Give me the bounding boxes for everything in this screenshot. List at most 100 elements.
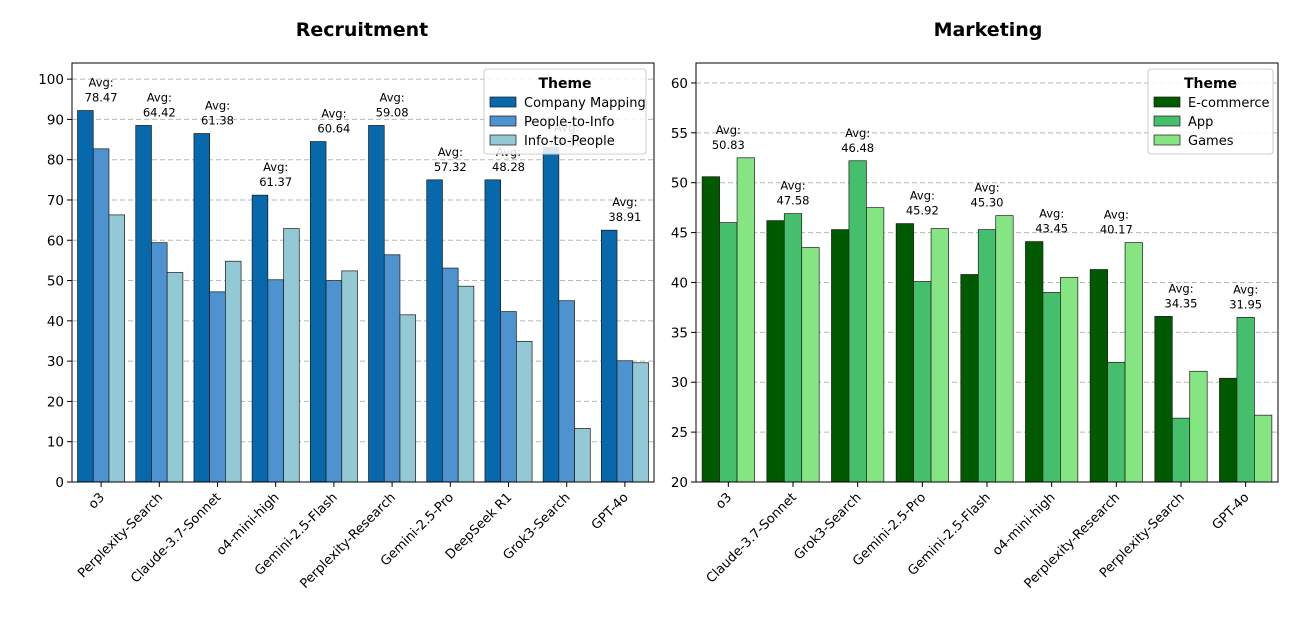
y-tick-label: 20 — [47, 394, 64, 410]
bar-people-to-info — [151, 242, 168, 483]
bar-e-commerce — [1089, 269, 1108, 483]
bar-games — [930, 228, 949, 483]
y-tick-label: 70 — [47, 193, 64, 209]
avg-label: Avg: 61.37 — [259, 160, 292, 189]
bar-e-commerce — [831, 229, 850, 483]
bar-info-to-people — [457, 285, 475, 483]
bar-games — [866, 207, 885, 483]
avg-label-line: 57.32 — [434, 160, 467, 174]
y-tick-label: 45 — [671, 226, 688, 242]
y-tick-label: 10 — [47, 435, 64, 451]
avg-label-line: Avg: — [380, 90, 405, 104]
legend: Theme E-commerce App Games — [1147, 68, 1274, 155]
bar-e-commerce — [1025, 241, 1044, 483]
bar-e-commerce — [960, 274, 979, 483]
avg-label-line: 50.83 — [712, 138, 745, 152]
avg-label-line: 59.08 — [376, 105, 409, 119]
avg-label-line: Avg: — [1168, 281, 1193, 295]
y-tick-label: 40 — [671, 275, 688, 291]
x-tick-label: o3 — [86, 490, 108, 512]
y-tick-label: 90 — [47, 112, 64, 128]
bar-app — [848, 160, 867, 483]
y-tick-label: 50 — [671, 176, 688, 192]
avg-label-line: 47.58 — [777, 194, 810, 208]
y-tick-label: 60 — [47, 233, 64, 249]
bar-games — [1189, 370, 1208, 483]
avg-label-line: Avg: — [1039, 207, 1064, 221]
bar-company-mapping — [484, 179, 501, 483]
avg-label-line: Avg: — [438, 145, 463, 159]
y-tick-label: 30 — [671, 375, 688, 391]
avg-label: Avg: 46.48 — [841, 126, 874, 155]
avg-label-line: Avg: — [1233, 282, 1258, 296]
avg-label: Avg: 47.58 — [777, 179, 810, 208]
bar-people-to-info — [325, 280, 343, 483]
legend-swatch — [1153, 96, 1181, 108]
bar-info-to-people — [574, 428, 591, 483]
avg-label-line: 31.95 — [1229, 297, 1262, 311]
bar-company-mapping — [135, 125, 152, 483]
y-tick-label: 55 — [671, 126, 688, 142]
bar-games — [995, 215, 1014, 483]
avg-label-line: Avg: — [910, 189, 935, 203]
x-tick-label: o3 — [713, 490, 735, 512]
bar-people-to-info — [383, 254, 401, 483]
legend-swatch — [489, 134, 517, 146]
avg-label: Avg: 38.91 — [608, 195, 641, 224]
bar-info-to-people — [399, 314, 417, 483]
legend-box — [1147, 68, 1274, 155]
avg-label-line: 64.42 — [143, 105, 176, 119]
bar-app — [1236, 317, 1255, 483]
avg-label-line: 61.37 — [259, 175, 292, 189]
avg-label: Avg: 64.42 — [143, 90, 176, 119]
bar-people-to-info — [209, 291, 226, 483]
bar-company-mapping — [309, 141, 327, 483]
avg-label-line: 46.48 — [841, 141, 874, 155]
legend-entry: Info-to-People — [524, 134, 615, 149]
avg-label: Avg: 45.30 — [971, 181, 1004, 210]
avg-label-line: Avg: — [974, 181, 999, 195]
avg-label-line: Avg: — [716, 123, 741, 137]
bar-app — [913, 281, 932, 483]
bar-app — [1171, 417, 1191, 483]
legend-entry: App — [1188, 115, 1213, 130]
avg-label: Avg: 43.45 — [1035, 207, 1068, 236]
avg-label-line: 45.30 — [971, 196, 1004, 210]
bar-people-to-info — [442, 267, 459, 483]
bar-app — [1042, 292, 1061, 483]
bar-company-mapping — [368, 125, 385, 483]
bar-app — [977, 229, 997, 483]
legend-box — [483, 68, 647, 155]
y-tick-label: 100 — [38, 72, 64, 88]
x-tick-label: GPT-4o — [1210, 490, 1253, 533]
avg-label-line: Avg: — [263, 160, 288, 174]
avg-label: Avg: 57.32 — [434, 145, 467, 174]
bar-people-to-info — [558, 300, 575, 483]
bar-info-to-people — [225, 260, 242, 483]
bar-games — [801, 247, 820, 483]
legend-swatch — [489, 96, 517, 108]
y-tick-label: 20 — [671, 475, 688, 491]
avg-label: Avg: 31.95 — [1229, 282, 1262, 311]
legend-swatch — [489, 115, 517, 127]
chart-title: Marketing — [934, 19, 1043, 41]
avg-label: Avg: 40.17 — [1100, 208, 1133, 237]
y-tick-label: 60 — [671, 76, 688, 92]
bar-info-to-people — [166, 272, 184, 483]
axes-frame — [695, 62, 1279, 483]
bar-app — [719, 222, 738, 483]
avg-label: Avg: 50.83 — [712, 123, 745, 152]
y-tick-label: 35 — [671, 325, 688, 341]
avg-label: Avg: 34.35 — [1165, 281, 1198, 310]
avg-label: Avg: 60.64 — [317, 107, 350, 136]
bar-company-mapping — [193, 133, 210, 483]
bar-app — [783, 213, 803, 483]
axes-frame — [71, 62, 655, 483]
avg-label: Avg: 78.47 — [85, 76, 118, 105]
avg-label-line: Avg: — [321, 107, 346, 121]
legend: Theme Company Mapping People-to-Info Info-t… — [483, 68, 647, 155]
avg-label-line: 45.92 — [906, 204, 939, 218]
bar-games — [1124, 242, 1143, 483]
